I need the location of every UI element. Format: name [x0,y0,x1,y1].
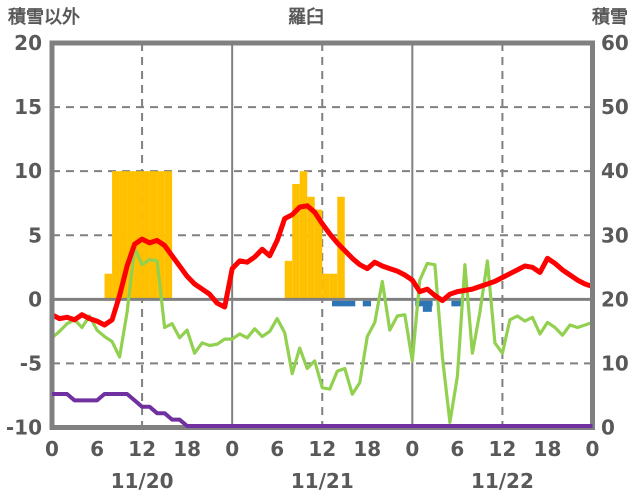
right-axis-tick-label: 10 [601,351,629,375]
hour-tick-label: 18 [173,437,201,461]
hour-tick-label: 18 [353,437,381,461]
left-axis-tick-label: -10 [6,416,42,440]
left-axis-tick-label: 0 [28,287,42,311]
precipitation-bar [284,260,293,300]
wind-line [50,246,595,424]
hour-tick-label: 12 [488,437,516,461]
right-axis-title: 積雪 [592,7,628,28]
right-axis-tick-label: 60 [601,31,629,55]
snow-mark-dash [332,300,356,307]
left-axis-title: 積雪以外 [8,7,80,28]
precipitation-bar [157,171,165,300]
precipitation-bar [142,171,150,300]
left-axis-tick-label: 5 [28,223,42,247]
right-axis-tick-label: 40 [601,159,629,183]
hour-tick-label: 6 [450,437,464,461]
snow-depth-line [52,392,593,428]
right-axis-tick-label: 0 [601,416,615,440]
left-axis-tick-label: 15 [14,95,42,119]
temperature-line [49,203,595,328]
hour-tick-label: 6 [90,437,104,461]
precipitation-bar [127,171,135,300]
date-label: 11/22 [471,469,534,493]
station-title: 羅臼 [288,7,324,28]
precipitation-bar [134,171,143,300]
precipitation-bar [299,171,308,300]
snow-mark-dash [451,300,462,307]
precipitation-bar [314,209,323,300]
precipitation-bar [329,273,338,300]
hour-tick-label: 0 [586,437,600,461]
precipitation-bar [307,196,315,300]
hour-tick-label: 6 [270,437,284,461]
hour-tick-label: 0 [45,437,59,461]
precipitation-bar [112,171,120,300]
hour-tick-label: 0 [225,437,239,461]
right-axis-tick-label: 50 [601,95,629,119]
left-axis-tick-label: -5 [20,351,42,375]
hour-tick-label: 12 [128,437,156,461]
precipitation-bar [292,183,300,300]
snow-mark-dash [362,300,372,307]
right-axis-tick-label: 30 [601,223,629,247]
right-axis-tick-label: 20 [601,287,629,311]
left-axis-tick-label: 20 [14,31,42,55]
hour-tick-label: 18 [534,437,562,461]
precipitation-bar [322,273,330,300]
date-label: 11/20 [111,469,174,493]
precipitation-bar [149,171,158,300]
date-label: 11/21 [291,469,354,493]
left-axis-tick-label: 10 [14,159,42,183]
precipitation-bar [164,171,173,300]
hour-tick-label: 12 [308,437,336,461]
hour-tick-label: 0 [405,437,419,461]
precipitation-bar [119,171,128,300]
snow-mark-deep-dash [422,300,432,312]
precipitation-bar [104,273,113,300]
